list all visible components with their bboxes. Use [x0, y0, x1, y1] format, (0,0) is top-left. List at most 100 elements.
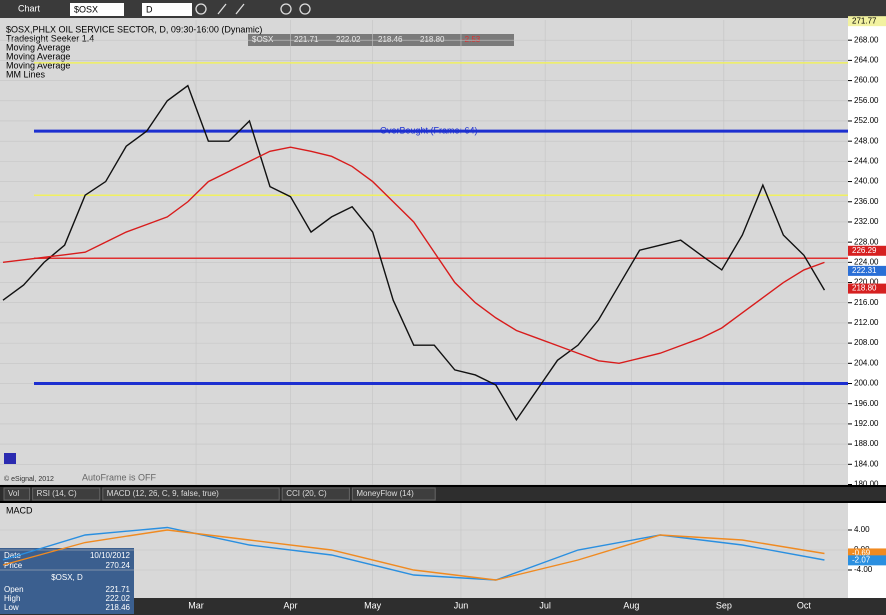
y-tick-label: 264.00	[854, 56, 879, 65]
data-window-key: Price	[4, 561, 23, 570]
quote-field: -2.53	[462, 35, 481, 44]
data-window-value: 222.02	[106, 594, 131, 603]
tool-icon[interactable]	[280, 3, 292, 15]
pane-title: MACD	[6, 505, 33, 515]
indicator-tab[interactable]	[281, 487, 350, 501]
price-marker	[848, 245, 886, 256]
price-marker	[848, 548, 886, 559]
y-tick-label: -4.00	[854, 565, 873, 574]
x-tick-label: Mar	[188, 600, 204, 610]
price-marker-label: -0.69	[852, 549, 871, 558]
quote-field: 218.46	[378, 35, 403, 44]
indicator-tab[interactable]	[102, 487, 280, 501]
price-marker-label: 271.77	[852, 16, 877, 25]
indicator-label: Moving Average	[6, 60, 70, 70]
y-tick-label: 180.00	[854, 480, 879, 489]
data-window-key: Low	[4, 603, 19, 612]
tab-label[interactable]: Vol	[8, 489, 19, 498]
indicator-tab[interactable]	[351, 487, 436, 501]
data-window-key: Open	[4, 585, 24, 594]
x-tick-label: Apr	[284, 600, 298, 610]
symbol-box[interactable]	[70, 3, 124, 16]
quote-field: $OSX	[252, 35, 274, 44]
indicator-label: MM Lines	[6, 69, 46, 79]
data-window-symbol: $OSX, D	[51, 573, 83, 582]
tool-icon[interactable]	[195, 3, 207, 15]
tool-icon[interactable]	[235, 3, 245, 15]
x-tick-label: Jun	[454, 600, 469, 610]
y-tick-label: 188.00	[854, 439, 879, 448]
indicator-tab[interactable]	[32, 487, 101, 501]
y-tick-label: 228.00	[854, 237, 879, 246]
macd-pane	[0, 503, 848, 598]
toolbar	[0, 0, 886, 18]
data-window-key: High	[4, 594, 20, 603]
series-line	[2, 529, 825, 581]
x-tick-label: Aug	[623, 600, 639, 610]
y-tick-label: 4.00	[854, 525, 870, 534]
y-tick-label: 248.00	[854, 136, 879, 145]
y-tick-label: 268.00	[854, 35, 879, 44]
quote-field: 221.71	[294, 35, 319, 44]
y-tick-label: 212.00	[854, 318, 879, 327]
interval[interactable]: D	[146, 4, 153, 14]
quote-field: 222.02	[336, 35, 361, 44]
price-marker-label: -2.07	[852, 555, 871, 564]
y-tick-label: 184.00	[854, 459, 879, 468]
tab-label[interactable]: MACD (12, 26, C, 9, false, true)	[107, 489, 219, 498]
tool-icon[interactable]	[217, 3, 227, 15]
p-icon[interactable]	[4, 453, 16, 464]
copyright: © eSignal, 2012	[4, 475, 54, 483]
autoframe-label: AutoFrame is OFF	[82, 472, 157, 482]
x-tick-label: Oct	[797, 600, 812, 610]
series-line	[2, 84, 826, 422]
interval-box[interactable]	[142, 3, 192, 16]
indicator-label: $OSX,PHLX OIL SERVICE SECTOR, D, 09:30-1…	[6, 24, 262, 34]
indicator-label: Tradesight Seeker 1.4	[6, 33, 94, 43]
x-tick-label: May	[364, 600, 382, 610]
y-tick-label: 244.00	[854, 156, 879, 165]
x-tick-label: Sep	[716, 600, 732, 610]
y-tick-label: 196.00	[854, 399, 879, 408]
indicator-tab[interactable]	[3, 487, 31, 501]
price-marker-label: 226.29	[852, 246, 877, 255]
indicator-label: Moving Average	[6, 42, 70, 52]
price-pane	[0, 18, 848, 485]
y-tick-label: 216.00	[854, 298, 879, 307]
y-tick-label: 208.00	[854, 338, 879, 347]
data-window-value: 221.71	[106, 585, 131, 594]
price-marker	[848, 555, 886, 566]
price-marker-label: 218.80	[852, 284, 877, 293]
tab-label[interactable]: RSI (14, C)	[37, 489, 77, 498]
y-tick-label: 232.00	[854, 217, 879, 226]
data-window-value: 10/10/2012	[90, 551, 131, 560]
x-tick-label: Jul	[539, 600, 551, 610]
series-line	[2, 146, 825, 365]
tab-label[interactable]: MoneyFlow (14)	[356, 489, 414, 498]
y-tick-label: 200.00	[854, 379, 879, 388]
y-tick-label: 204.00	[854, 358, 879, 367]
price-marker	[848, 16, 886, 27]
price-marker-label: 222.31	[852, 266, 877, 275]
y-tick-label: 236.00	[854, 197, 879, 206]
price-marker	[848, 265, 886, 276]
y-tick-label: 224.00	[854, 257, 879, 266]
tab-label[interactable]: CCI (20, C)	[286, 489, 327, 498]
series-line	[2, 526, 825, 581]
y-tick-label: 260.00	[854, 76, 879, 85]
price-marker	[848, 283, 886, 294]
data-window-value: 218.46	[106, 603, 131, 612]
quote-field: 218.80	[420, 35, 445, 44]
data-window-key: Date	[4, 551, 21, 560]
y-tick-label: 256.00	[854, 96, 879, 105]
y-tick-label: 252.00	[854, 116, 879, 125]
data-window-value: 270.24	[106, 561, 131, 570]
indicator-label: Moving Average	[6, 51, 70, 61]
toolbar-title: Chart	[18, 3, 41, 13]
y-tick-label: 220.00	[854, 278, 879, 287]
symbol[interactable]: $OSX	[74, 4, 98, 14]
y-tick-label: 240.00	[854, 177, 879, 186]
tool-icon[interactable]	[299, 3, 311, 15]
